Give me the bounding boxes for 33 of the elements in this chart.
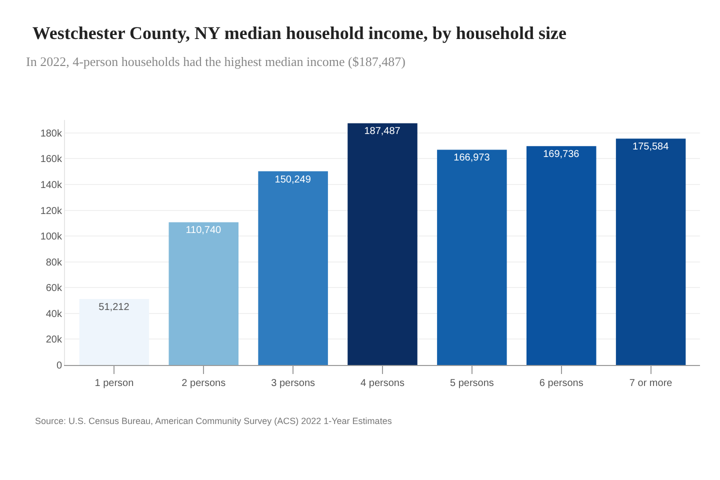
bar bbox=[526, 146, 596, 365]
y-tick-label: 140k bbox=[40, 180, 63, 191]
y-tick-label: 40k bbox=[46, 308, 63, 320]
y-tick-label: 0 bbox=[56, 360, 62, 372]
bar bbox=[616, 138, 686, 365]
bar bbox=[437, 150, 507, 365]
bar bbox=[168, 222, 239, 365]
y-tick-label: 100k bbox=[40, 232, 63, 243]
data-label: 187,487 bbox=[364, 126, 401, 138]
x-tick-label: 3 persons bbox=[271, 378, 316, 389]
data-label: 51,212 bbox=[98, 302, 130, 313]
y-tick-label: 180k bbox=[40, 128, 63, 140]
data-label: 110,740 bbox=[186, 225, 222, 236]
x-tick-label: 5 persons bbox=[450, 378, 494, 389]
y-tick-label: 20k bbox=[46, 334, 63, 346]
y-tick-label: 80k bbox=[46, 257, 63, 268]
x-tick-label: 4 persons bbox=[360, 378, 404, 389]
data-label: 169,736 bbox=[543, 149, 580, 160]
data-label: 166,973 bbox=[454, 152, 490, 164]
chart-subtitle: In 2022, 4-person households had the highest median income ($187,487) bbox=[26, 54, 406, 69]
data-label: 150,249 bbox=[274, 174, 312, 186]
y-tick-label: 160k bbox=[40, 154, 63, 166]
y-tick-label: 60k bbox=[46, 283, 63, 294]
x-tick-label: 6 persons bbox=[539, 378, 584, 389]
data-label: 175,584 bbox=[632, 142, 670, 153]
bar bbox=[258, 171, 328, 365]
source-note: Source: U.S. Census Bureau, American Community Survey (ACS) 2022 1-Year Estimates bbox=[35, 416, 392, 426]
x-tick-label: 1 person bbox=[94, 378, 134, 389]
y-tick-label: 120k bbox=[40, 206, 63, 217]
x-tick-label: 2 persons bbox=[182, 378, 226, 389]
x-tick-label: 7 or more bbox=[629, 378, 673, 389]
chart-title: Westchester County, NY median household income, by household size bbox=[32, 23, 566, 43]
bar bbox=[348, 123, 418, 365]
